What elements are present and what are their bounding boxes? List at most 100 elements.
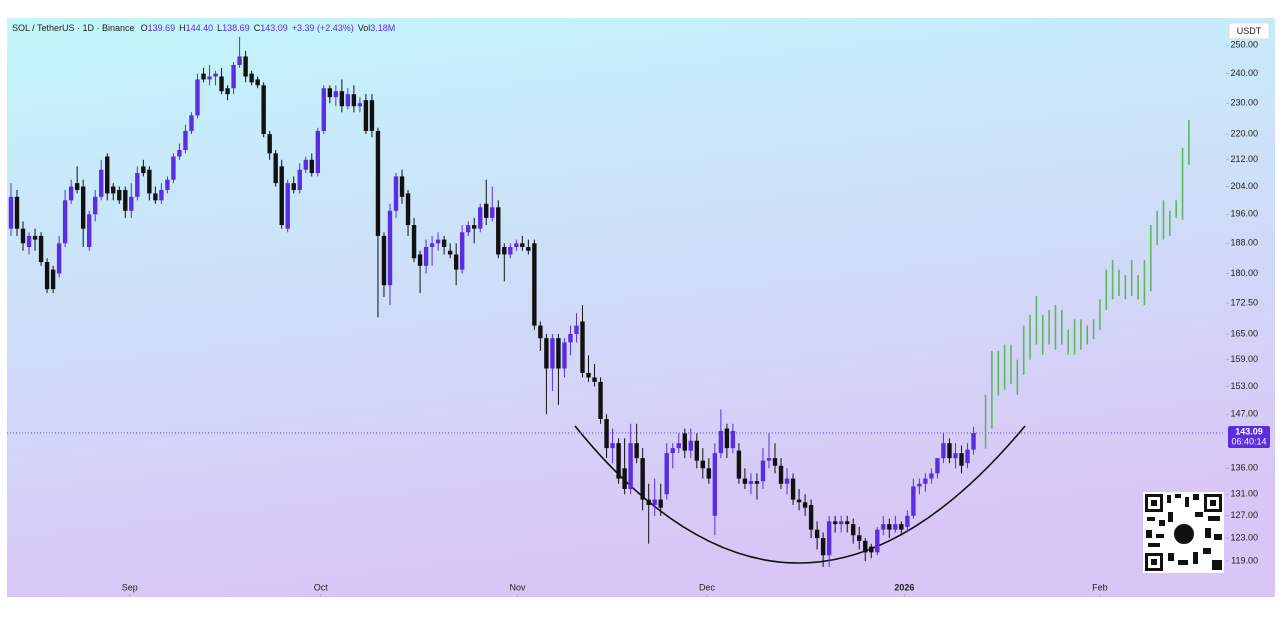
candle-body <box>20 228 26 244</box>
candle-body <box>712 453 718 516</box>
y-tick-label: 131.00 <box>1230 489 1258 499</box>
chart-background <box>7 18 1275 597</box>
projection <box>984 120 1190 449</box>
candle-body <box>369 100 375 131</box>
candle-body <box>435 239 441 244</box>
candle-body <box>213 73 218 77</box>
last-price-box <box>1228 425 1270 448</box>
candle-body <box>508 246 513 255</box>
candle-body <box>159 189 164 201</box>
candle-body <box>706 468 712 479</box>
candle-body <box>622 468 627 490</box>
candle-body <box>544 338 549 369</box>
legend-value: 144.40 <box>186 23 214 33</box>
candle-body <box>14 196 20 229</box>
candle-body <box>111 186 116 194</box>
candle-body <box>628 443 633 490</box>
candle-body <box>99 169 104 197</box>
candle-body <box>339 91 345 107</box>
candle-body <box>273 153 278 184</box>
candle-body <box>869 546 874 553</box>
candle-body <box>74 183 80 190</box>
legend-key: L <box>217 23 222 33</box>
candle-body <box>802 502 808 508</box>
candle-body <box>165 179 170 190</box>
countdown: 06:40:14 <box>1231 436 1266 446</box>
candles <box>8 36 976 567</box>
candle-body <box>279 166 284 226</box>
candle-body <box>44 262 50 290</box>
candle-body <box>604 418 609 449</box>
candle-body <box>261 85 266 135</box>
candle-body <box>875 529 880 553</box>
y-tick-label: 147.00 <box>1230 409 1258 419</box>
last-price-label: 143.09 <box>1235 426 1263 436</box>
candle-body <box>50 269 56 290</box>
candle-body <box>417 254 423 266</box>
candle-body <box>478 207 483 229</box>
legend-key: C <box>254 23 261 33</box>
candle-body <box>514 243 519 247</box>
candle-body <box>68 186 74 201</box>
candle-body <box>857 535 862 541</box>
candle-body <box>375 130 381 236</box>
candle-body <box>135 173 140 197</box>
candle-body <box>905 515 910 527</box>
candle-body <box>411 225 417 259</box>
legend-value: 143.09 <box>260 23 288 33</box>
candle-body <box>724 428 730 449</box>
candle-body <box>881 524 886 530</box>
candle-body <box>381 235 387 286</box>
y-tick-label: 188.00 <box>1230 238 1258 248</box>
currency: USDT <box>1237 26 1262 36</box>
candle-body <box>315 130 320 174</box>
candle-body <box>38 235 44 263</box>
candle-body <box>838 521 844 525</box>
y-tick-label: 127.00 <box>1230 510 1258 520</box>
candle-body <box>550 338 555 369</box>
legend-key: H <box>179 23 186 33</box>
candle-body <box>423 246 429 266</box>
candle-body <box>520 243 525 247</box>
candle-body <box>153 193 158 201</box>
candle-body <box>195 79 200 116</box>
candle-body <box>123 189 128 211</box>
candle-body <box>562 342 567 369</box>
x-tick-label: 2026 <box>894 582 914 592</box>
candle-body <box>177 150 182 157</box>
candle-body <box>586 372 591 378</box>
candle-body <box>285 183 290 229</box>
candle-body <box>814 529 820 539</box>
candle-body <box>592 377 597 382</box>
candle-body <box>808 504 814 530</box>
y-tick-label: 204.00 <box>1230 181 1258 191</box>
candle-body <box>640 458 645 500</box>
candle-body <box>183 130 188 151</box>
candle-body <box>86 214 92 247</box>
x-tick-label: Feb <box>1092 582 1108 592</box>
candle-body <box>917 483 922 487</box>
candle-body <box>526 246 531 251</box>
candle-body <box>147 169 152 194</box>
candle-body <box>496 207 501 255</box>
candle-body <box>778 465 784 484</box>
y-tick-label: 123.00 <box>1230 532 1258 542</box>
candle-body <box>8 196 14 229</box>
candle-body <box>616 443 621 479</box>
y-tick-label: 240.00 <box>1230 68 1258 78</box>
candle-body <box>941 443 946 459</box>
candle-body <box>309 159 314 174</box>
candle-body <box>255 79 260 86</box>
candle-body <box>863 540 868 553</box>
candle-body <box>965 449 970 464</box>
candle-body <box>953 453 958 459</box>
candle-body <box>171 156 176 180</box>
candle-body <box>935 458 940 474</box>
candle-body <box>700 460 706 469</box>
candle-body <box>351 94 357 107</box>
candle-body <box>688 440 693 451</box>
candle-body <box>694 440 700 461</box>
candle-body <box>730 430 736 449</box>
